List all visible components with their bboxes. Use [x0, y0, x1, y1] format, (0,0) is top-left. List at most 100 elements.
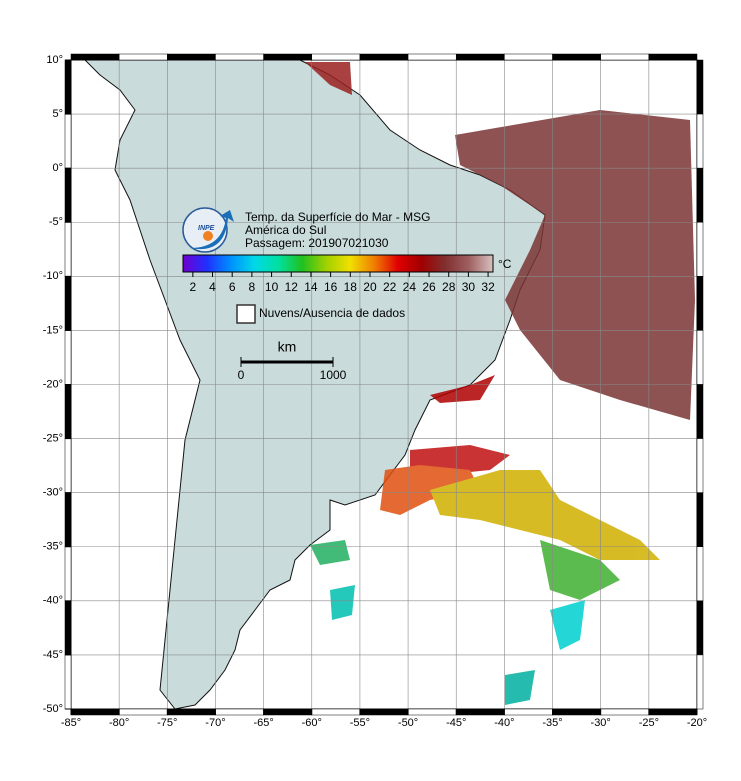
frame-bar: [64, 330, 72, 385]
frame-bar: [552, 53, 601, 61]
no-data-swatch: [236, 304, 256, 324]
colorbar-ticks: 2 4 6 8 10 12 14 16 18 20 22 24 26 28 30 32: [189, 272, 495, 294]
frame-bar: [696, 113, 704, 169]
colorbar-tick-label: 8: [249, 280, 256, 294]
x-tick-label: -50°: [398, 717, 418, 729]
scale-tick-label: 0: [238, 368, 245, 382]
frame-bar: [696, 600, 704, 656]
frame-bar: [455, 53, 505, 61]
scale-tick-label: 1000: [320, 368, 347, 382]
colorbar-tick-label: 16: [324, 280, 338, 294]
frame-bar: [696, 167, 704, 223]
frame-bar: [696, 276, 704, 331]
y-tick-label: -35°: [43, 541, 63, 553]
colorbar-tick-label: 2: [189, 280, 196, 294]
colorbar-tick-label: 32: [481, 280, 495, 294]
x-tick-label: -60°: [302, 717, 322, 729]
y-tick-label: -5°: [49, 216, 63, 228]
y-tick-label: 5°: [52, 108, 63, 120]
colorbar-tick-label: 26: [422, 280, 436, 294]
frame-bar: [70, 53, 120, 61]
legend-title: Temp. da Superfície do Mar - MSG: [245, 210, 430, 224]
frame-bar: [64, 59, 72, 115]
frame-bar: [64, 438, 72, 493]
frame-bar: [407, 708, 457, 716]
scale-ticks: 0 1000: [238, 357, 347, 382]
frame-bar: [64, 276, 72, 331]
frame-bar: [696, 222, 704, 277]
frame-bar: [118, 708, 168, 716]
frame-bar: [70, 708, 120, 716]
frame-bar: [696, 654, 704, 710]
y-tick-label: -30°: [43, 487, 63, 499]
x-tick-label: -85°: [61, 717, 81, 729]
colorbar-tick-label: 28: [442, 280, 456, 294]
frame-bar: [359, 53, 409, 61]
frame-bar: [696, 330, 704, 385]
colorbar-tick-label: 12: [285, 280, 299, 294]
frame-bar: [648, 708, 698, 716]
frame-bar: [648, 53, 698, 61]
frame-bar: [504, 53, 553, 61]
frame-bar: [696, 59, 704, 115]
x-tick-label: -75°: [157, 717, 177, 729]
legend-title: América do Sul: [245, 223, 326, 237]
x-tick-label: -70°: [205, 717, 225, 729]
frame-bar: [64, 113, 72, 169]
frame-bar: [696, 438, 704, 493]
frame-bar: [455, 708, 505, 716]
y-tick-label: -45°: [43, 649, 63, 661]
y-tick-label: -15°: [43, 324, 63, 336]
colorbar-tick-label: 14: [304, 280, 318, 294]
colorbar-unit: °C: [498, 257, 512, 271]
x-tick-label: -40°: [494, 717, 514, 729]
logo-arrow: [190, 210, 234, 250]
frame-bar: [64, 546, 72, 602]
x-tick-label: -55°: [350, 717, 370, 729]
frame-bar: [64, 167, 72, 223]
frame-bar: [407, 53, 457, 61]
frame-bar: [600, 53, 650, 61]
logo-sun: [203, 231, 213, 241]
y-tick-label: -25°: [43, 432, 63, 444]
colorbar-tick-label: 6: [229, 280, 236, 294]
y-tick-label: -10°: [43, 270, 63, 282]
frame-bar: [359, 708, 409, 716]
x-tick-label: -45°: [446, 717, 466, 729]
frame-bar: [696, 546, 704, 602]
x-tick-label: -25°: [639, 717, 659, 729]
colorbar: [182, 254, 494, 273]
y-tick-label: 10°: [46, 54, 63, 66]
frame-bar: [311, 708, 361, 716]
legend: INPE Temp. da Superfície do Mar - MSG Am…: [182, 207, 512, 382]
legend-title: Passagem: 201907021030: [245, 236, 389, 250]
colorbar-tick-label: 30: [462, 280, 476, 294]
x-tick-label: -30°: [591, 717, 611, 729]
frame-bar: [64, 654, 72, 710]
colorbar-tick-label: 20: [363, 280, 377, 294]
frame-bar: [600, 708, 650, 716]
frame-bar: [64, 600, 72, 656]
colorbar-tick-label: 18: [344, 280, 358, 294]
frame-bar: [64, 384, 72, 439]
frame-bar: [552, 708, 601, 716]
frame-bar: [263, 53, 313, 61]
y-tick-label: -20°: [43, 378, 63, 390]
x-tick-label: -20°: [687, 717, 707, 729]
colorbar-tick-label: 10: [265, 280, 279, 294]
frame-bar: [215, 708, 264, 716]
frame-bar: [504, 708, 553, 716]
frame-bars: [64, 53, 704, 716]
colorbar-tick-label: 4: [209, 280, 216, 294]
frame-bar: [64, 222, 72, 277]
frame-bar: [311, 53, 361, 61]
x-tick-label: -80°: [109, 717, 129, 729]
graticule: [70, 59, 698, 710]
frame-bar: [118, 53, 168, 61]
colorbar-tick-label: 24: [403, 280, 417, 294]
scale-unit: km: [278, 339, 297, 355]
y-tick-label: -50°: [43, 703, 63, 715]
frame-bar: [696, 492, 704, 547]
no-data-label: Nuvens/Ausencia de dados: [259, 306, 405, 320]
